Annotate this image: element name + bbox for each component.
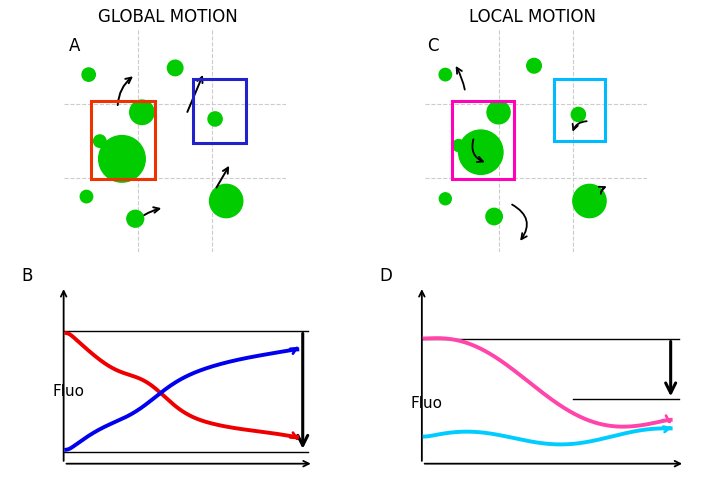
Bar: [554, 79, 605, 141]
Circle shape: [82, 68, 95, 81]
Circle shape: [99, 136, 145, 182]
Circle shape: [80, 191, 93, 203]
Circle shape: [208, 112, 222, 126]
Circle shape: [571, 107, 586, 121]
Circle shape: [127, 210, 144, 227]
Text: B: B: [21, 267, 33, 285]
Circle shape: [527, 58, 541, 73]
Text: A: A: [69, 37, 80, 55]
Circle shape: [458, 130, 503, 174]
Text: GLOBAL MOTION: GLOBAL MOTION: [98, 8, 238, 26]
Text: Fluo: Fluo: [53, 384, 85, 399]
Circle shape: [167, 60, 183, 76]
Text: C: C: [428, 37, 439, 55]
Circle shape: [573, 184, 606, 218]
Text: Fluo: Fluo: [410, 396, 443, 411]
Circle shape: [439, 193, 451, 205]
Bar: [91, 101, 155, 179]
Circle shape: [129, 100, 154, 124]
Text: LOCAL MOTION: LOCAL MOTION: [469, 8, 596, 26]
Circle shape: [94, 135, 106, 147]
Circle shape: [209, 184, 243, 218]
Circle shape: [487, 101, 510, 124]
Bar: [193, 79, 246, 143]
Circle shape: [439, 69, 452, 81]
Circle shape: [453, 140, 465, 152]
Bar: [452, 101, 514, 179]
Text: D: D: [379, 267, 392, 285]
Circle shape: [486, 208, 503, 225]
